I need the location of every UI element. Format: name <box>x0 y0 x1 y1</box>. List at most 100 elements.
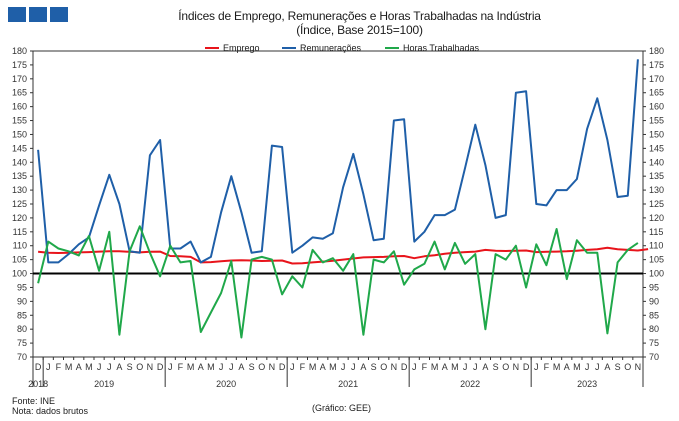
x-month-label: A <box>360 362 366 372</box>
x-month-label: J <box>585 362 590 372</box>
x-month-label: M <box>329 362 337 372</box>
y-tick-label: 125 <box>12 199 27 209</box>
x-year-label: 2022 <box>460 379 480 389</box>
x-year-label: 2023 <box>577 379 597 389</box>
x-month-label: A <box>320 362 326 372</box>
legend-label-emprego: Emprego <box>223 43 260 53</box>
y-tick-label: 105 <box>12 255 27 265</box>
series-line-remuneracoes <box>37 59 639 264</box>
y2-tick-label: 145 <box>649 143 664 153</box>
y-tick-label: 180 <box>12 46 27 56</box>
x-month-label: S <box>249 362 255 372</box>
y2-tick-label: 90 <box>649 296 659 306</box>
x-month-label: J <box>46 362 51 372</box>
x-month-label: F <box>422 362 428 372</box>
x-month-label: A <box>198 362 204 372</box>
y2-tick-label: 170 <box>649 74 664 84</box>
y2-tick-label: 175 <box>649 60 664 70</box>
x-month-label: S <box>127 362 133 372</box>
x-month-label: J <box>97 362 102 372</box>
y2-tick-label: 150 <box>649 129 664 139</box>
y2-tick-label: 180 <box>649 46 664 56</box>
y-tick-label: 95 <box>17 282 27 292</box>
x-month-label: D <box>279 362 286 372</box>
y2-tick-label: 115 <box>649 227 663 237</box>
y-tick-label: 75 <box>17 338 27 348</box>
y2-tick-label: 160 <box>649 102 664 112</box>
y2-tick-label: 120 <box>649 213 664 223</box>
x-month-label: J <box>351 362 356 372</box>
x-month-label: N <box>513 362 520 372</box>
x-month-label: O <box>258 362 265 372</box>
x-month-label: N <box>391 362 398 372</box>
x-month-label: M <box>207 362 215 372</box>
y2-tick-label: 155 <box>649 116 664 126</box>
x-month-label: F <box>300 362 306 372</box>
x-month-label: M <box>553 362 561 372</box>
y2-tick-label: 100 <box>649 269 664 279</box>
logo-block <box>29 7 47 22</box>
data-note: Nota: dados brutos <box>12 406 89 416</box>
x-month-label: F <box>544 362 550 372</box>
x-month-label: J <box>412 362 417 372</box>
x-month-label: M <box>309 362 317 372</box>
x-month-label: A <box>442 362 448 372</box>
y2-tick-label: 105 <box>649 255 664 265</box>
x-month-label: A <box>604 362 610 372</box>
x-month-label: O <box>380 362 387 372</box>
x-month-label: N <box>269 362 276 372</box>
x-month-label: O <box>136 362 143 372</box>
y-tick-label: 135 <box>12 171 27 181</box>
y-tick-label: 80 <box>17 324 27 334</box>
logo-block <box>50 7 68 22</box>
y-tick-label: 120 <box>12 213 27 223</box>
x-month-label: J <box>595 362 600 372</box>
x-year-label: 2018 <box>28 379 48 389</box>
y2-tick-label: 110 <box>649 241 663 251</box>
y-tick-label: 150 <box>12 129 27 139</box>
x-month-label: O <box>624 362 631 372</box>
x-month-label: F <box>56 362 62 372</box>
x-month-label: D <box>157 362 164 372</box>
y-tick-label: 100 <box>12 269 27 279</box>
chart-subtitle: (Índice, Base 2015=100) <box>296 23 423 37</box>
y2-tick-label: 95 <box>649 282 659 292</box>
x-month-label: M <box>187 362 195 372</box>
x-month-label: M <box>451 362 459 372</box>
plot-area <box>32 50 644 358</box>
y-tick-label: 155 <box>12 116 27 126</box>
x-month-label: S <box>615 362 621 372</box>
y-tick-label: 145 <box>12 143 27 153</box>
x-month-label: N <box>635 362 642 372</box>
x-year-label: 2021 <box>338 379 358 389</box>
y2-tick-label: 165 <box>649 88 664 98</box>
chart-title-block: Índices de Emprego, Remunerações e Horas… <box>0 9 679 37</box>
x-month-label: A <box>564 362 570 372</box>
x-month-label: A <box>238 362 244 372</box>
x-month-label: N <box>147 362 154 372</box>
x-month-label: M <box>431 362 439 372</box>
series-line-horas <box>37 225 639 339</box>
x-month-label: D <box>523 362 530 372</box>
y-tick-label: 160 <box>12 102 27 112</box>
legend-label-horas: Horas Trabalhadas <box>403 43 480 53</box>
x-month-label: F <box>178 362 184 372</box>
y-tick-label: 130 <box>12 185 27 195</box>
x-month-label: A <box>482 362 488 372</box>
x-month-label: J <box>107 362 112 372</box>
y-tick-label: 165 <box>12 88 27 98</box>
x-month-label: D <box>401 362 408 372</box>
y-tick-label: 170 <box>12 74 27 84</box>
x-month-label: D <box>35 362 42 372</box>
x-month-label: O <box>502 362 509 372</box>
x-month-label: J <box>168 362 173 372</box>
y2-tick-label: 70 <box>649 352 659 362</box>
x-month-label: J <box>534 362 539 372</box>
y-tick-label: 110 <box>13 241 27 251</box>
y2-tick-label: 135 <box>649 171 664 181</box>
x-year-label: 2019 <box>94 379 114 389</box>
x-month-label: M <box>573 362 581 372</box>
x-month-label: A <box>116 362 122 372</box>
y2-tick-label: 85 <box>649 310 659 320</box>
